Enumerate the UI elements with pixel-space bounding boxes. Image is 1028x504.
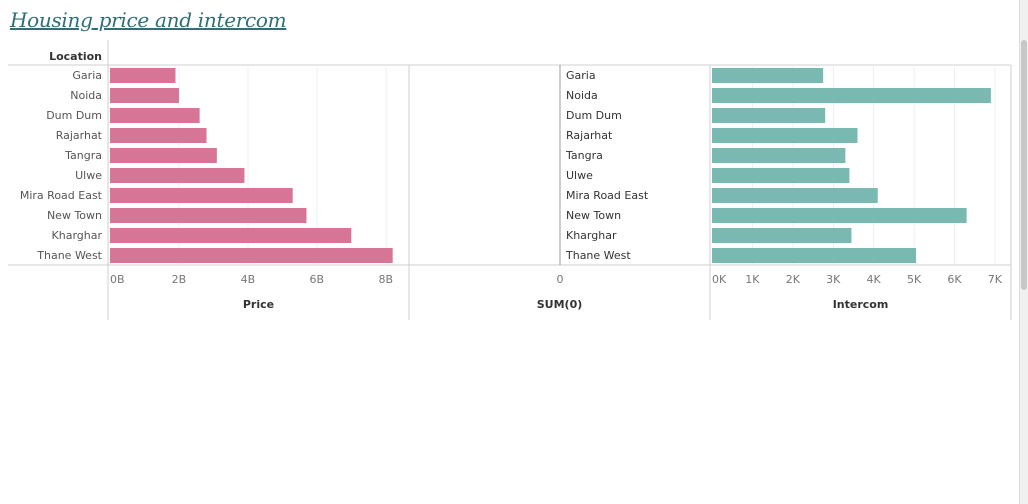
x-axis-title: SUM(0): [537, 298, 583, 311]
x-tick-label: 6B: [310, 273, 325, 286]
price-bar[interactable]: [110, 168, 245, 183]
x-tick-label: 4B: [241, 273, 256, 286]
sum-panel-label: Kharghar: [566, 229, 617, 242]
category-label: Thane West: [36, 249, 102, 262]
sum-panel-label: Tangra: [565, 149, 603, 162]
x-axis-title: Intercom: [833, 298, 889, 311]
x-tick-label: 2B: [172, 273, 187, 286]
chart-area: Location Garia Noida Dum Dum Rajarhat Tangra U…: [8, 40, 1012, 320]
x-tick-label: 5K: [907, 273, 922, 286]
intercom-bar[interactable]: [712, 248, 917, 263]
price-bar[interactable]: [110, 188, 293, 203]
sum-panel-label: Ulwe: [566, 169, 593, 182]
x-tick-label: 6K: [947, 273, 962, 286]
sum-panel-label: Rajarhat: [566, 129, 613, 142]
intercom-bar[interactable]: [712, 68, 824, 83]
sum-panel-label: Garia: [566, 69, 596, 82]
row-header-title: Location: [49, 50, 102, 63]
category-label: Ulwe: [75, 169, 102, 182]
chart-title: Housing price and intercom: [10, 8, 287, 32]
x-tick-label: 0B: [110, 273, 125, 286]
price-bar[interactable]: [110, 108, 200, 123]
intercom-bar[interactable]: [712, 148, 846, 163]
intercom-bar[interactable]: [712, 168, 850, 183]
sum-panel-label: Noida: [566, 89, 598, 102]
x-tick-label: 0K: [712, 273, 727, 286]
sum-panel-label: Mira Road East: [566, 189, 649, 202]
price-bar[interactable]: [110, 248, 393, 263]
x-tick-label: 3K: [826, 273, 841, 286]
category-label: New Town: [47, 209, 102, 222]
x-tick-label: 0: [557, 273, 564, 286]
price-bar[interactable]: [110, 88, 179, 103]
price-bar[interactable]: [110, 208, 307, 223]
x-tick-label: 8B: [378, 273, 393, 286]
x-tick-label: 7K: [988, 273, 1003, 286]
sum-panel-label: New Town: [566, 209, 621, 222]
sum-panel-label: Dum Dum: [566, 109, 622, 122]
price-bar[interactable]: [110, 128, 207, 143]
intercom-bar[interactable]: [712, 208, 967, 223]
x-tick-label: 4K: [867, 273, 882, 286]
price-bar[interactable]: [110, 68, 176, 83]
price-bar[interactable]: [110, 228, 352, 243]
x-tick-label: 2K: [786, 273, 801, 286]
category-label: Tangra: [64, 149, 102, 162]
category-label: Rajarhat: [56, 129, 103, 142]
category-label: Garia: [72, 69, 102, 82]
category-label: Kharghar: [52, 229, 103, 242]
price-bar[interactable]: [110, 148, 217, 163]
category-label: Dum Dum: [46, 109, 102, 122]
x-tick-label: 1K: [745, 273, 760, 286]
intercom-bar[interactable]: [712, 228, 852, 243]
intercom-bar[interactable]: [712, 128, 858, 143]
category-label: Noida: [70, 89, 102, 102]
category-label: Mira Road East: [20, 189, 103, 202]
intercom-bar[interactable]: [712, 188, 878, 203]
x-axis-title: Price: [243, 298, 274, 311]
intercom-bar[interactable]: [712, 88, 991, 103]
scrollbar-thumb[interactable]: [1021, 40, 1027, 290]
vertical-scrollbar[interactable]: [1019, 0, 1028, 504]
sum-panel-label: Thane West: [565, 249, 631, 262]
intercom-bar[interactable]: [712, 108, 826, 123]
